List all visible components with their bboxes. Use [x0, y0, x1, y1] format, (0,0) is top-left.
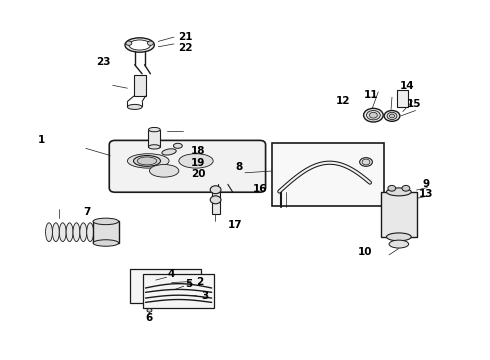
Ellipse shape	[148, 127, 160, 132]
Text: 13: 13	[419, 189, 434, 199]
Text: 17: 17	[228, 220, 243, 230]
Text: 10: 10	[358, 247, 372, 257]
Text: 15: 15	[407, 99, 421, 109]
Text: 18: 18	[191, 146, 206, 156]
Bar	[381, 192, 416, 237]
Ellipse shape	[210, 186, 221, 194]
Ellipse shape	[148, 145, 160, 149]
Ellipse shape	[59, 223, 66, 242]
Ellipse shape	[360, 158, 372, 166]
Bar	[272, 143, 384, 206]
Ellipse shape	[46, 223, 52, 242]
Text: 19: 19	[191, 158, 206, 168]
Bar	[212, 192, 220, 214]
Text: 21: 21	[178, 32, 193, 42]
Text: 23: 23	[96, 57, 110, 67]
Ellipse shape	[387, 112, 397, 120]
Text: 6: 6	[146, 312, 153, 323]
Ellipse shape	[388, 185, 396, 191]
Ellipse shape	[52, 223, 59, 242]
Ellipse shape	[173, 143, 182, 148]
Text: 14: 14	[399, 81, 414, 91]
Bar	[143, 274, 214, 308]
Text: 8: 8	[235, 162, 242, 172]
Ellipse shape	[66, 223, 73, 242]
Text: 1: 1	[38, 135, 45, 145]
Text: 9: 9	[423, 179, 430, 189]
Ellipse shape	[162, 149, 176, 155]
Ellipse shape	[93, 218, 119, 225]
Text: 22: 22	[178, 42, 193, 53]
Text: 7: 7	[83, 207, 91, 217]
Ellipse shape	[73, 223, 80, 242]
Ellipse shape	[129, 40, 150, 50]
Text: 16: 16	[252, 184, 267, 194]
Ellipse shape	[387, 188, 411, 196]
Ellipse shape	[126, 41, 132, 45]
Ellipse shape	[147, 41, 153, 45]
Ellipse shape	[148, 156, 158, 160]
Text: 11: 11	[364, 90, 378, 100]
Ellipse shape	[147, 309, 152, 312]
Ellipse shape	[125, 38, 154, 52]
Text: 4: 4	[168, 269, 175, 279]
Text: 2: 2	[196, 276, 203, 287]
Ellipse shape	[364, 108, 383, 122]
Ellipse shape	[389, 240, 409, 248]
Text: 20: 20	[191, 168, 206, 179]
Ellipse shape	[367, 111, 380, 120]
Ellipse shape	[93, 240, 119, 246]
Bar	[148, 130, 160, 147]
Ellipse shape	[133, 156, 161, 166]
Ellipse shape	[210, 196, 221, 204]
Ellipse shape	[384, 111, 400, 121]
Ellipse shape	[149, 165, 179, 177]
Ellipse shape	[362, 159, 370, 165]
Bar	[134, 75, 146, 96]
Ellipse shape	[387, 233, 411, 241]
Ellipse shape	[80, 223, 87, 242]
Ellipse shape	[390, 114, 394, 118]
Ellipse shape	[127, 104, 142, 109]
FancyBboxPatch shape	[109, 140, 266, 192]
Bar	[93, 221, 119, 243]
Bar	[397, 90, 408, 107]
Ellipse shape	[137, 157, 157, 165]
Bar	[130, 269, 201, 303]
Ellipse shape	[402, 185, 410, 191]
Ellipse shape	[369, 112, 377, 118]
Text: 5: 5	[185, 279, 192, 289]
Text: 12: 12	[336, 96, 350, 106]
Ellipse shape	[179, 154, 213, 168]
Ellipse shape	[87, 223, 94, 242]
Ellipse shape	[127, 154, 169, 168]
Text: 3: 3	[201, 291, 208, 301]
